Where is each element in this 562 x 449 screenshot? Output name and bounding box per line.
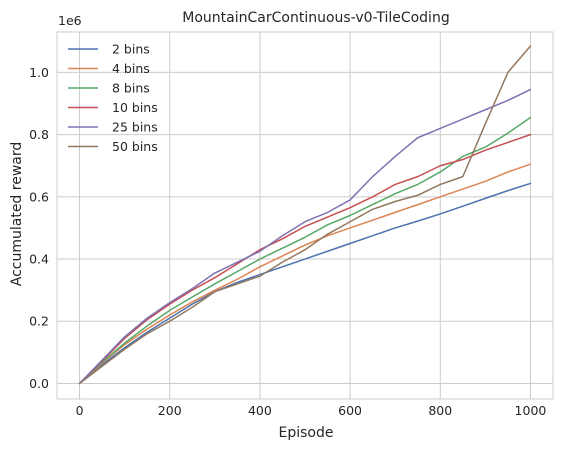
y-tick-label: 0.4 [29, 252, 49, 267]
y-ticks: 0.0 0.2 0.4 0.6 0.8 1.0 [29, 65, 49, 391]
x-ticks: 0 200 400 600 800 1000 [76, 403, 547, 418]
legend-label: 4 bins [112, 61, 150, 76]
x-tick-label: 0 [76, 403, 84, 418]
series-line-50-bins [78, 45, 532, 385]
series-line-4-bins [78, 163, 532, 385]
plot-frame [56, 31, 554, 400]
y-tick-label: 0.2 [29, 314, 49, 329]
x-tick-label: 400 [248, 403, 272, 418]
y-tick-label: 1.0 [29, 65, 49, 80]
y-tick-label: 0.0 [29, 376, 49, 391]
chart-title: MountainCarContinuous-v0-TileCoding [182, 10, 449, 26]
y-tick-label: 0.8 [29, 127, 49, 142]
legend-label: 50 bins [112, 139, 158, 154]
y-offset-label: 1e6 [58, 13, 82, 28]
x-tick-label: 200 [158, 403, 182, 418]
legend-label: 2 bins [112, 42, 150, 57]
y-axis-label: Accumulated reward [9, 142, 25, 287]
series-line-10-bins [78, 133, 532, 385]
x-axis-label: Episode [279, 425, 334, 441]
legend-label: 8 bins [112, 81, 150, 96]
series-line-25-bins [78, 88, 532, 385]
series-line-2-bins [78, 182, 532, 385]
y-tick-label: 0.6 [29, 189, 49, 204]
legend-label: 10 bins [112, 100, 158, 115]
x-tick-label: 1000 [515, 403, 547, 418]
x-tick-label: 600 [338, 403, 362, 418]
legend-label: 25 bins [112, 120, 158, 135]
series-layer [78, 45, 532, 385]
x-tick-label: 800 [428, 403, 452, 418]
legend: 2 bins 4 bins 8 bins 10 bins 25 bins 50 bins [68, 42, 158, 154]
